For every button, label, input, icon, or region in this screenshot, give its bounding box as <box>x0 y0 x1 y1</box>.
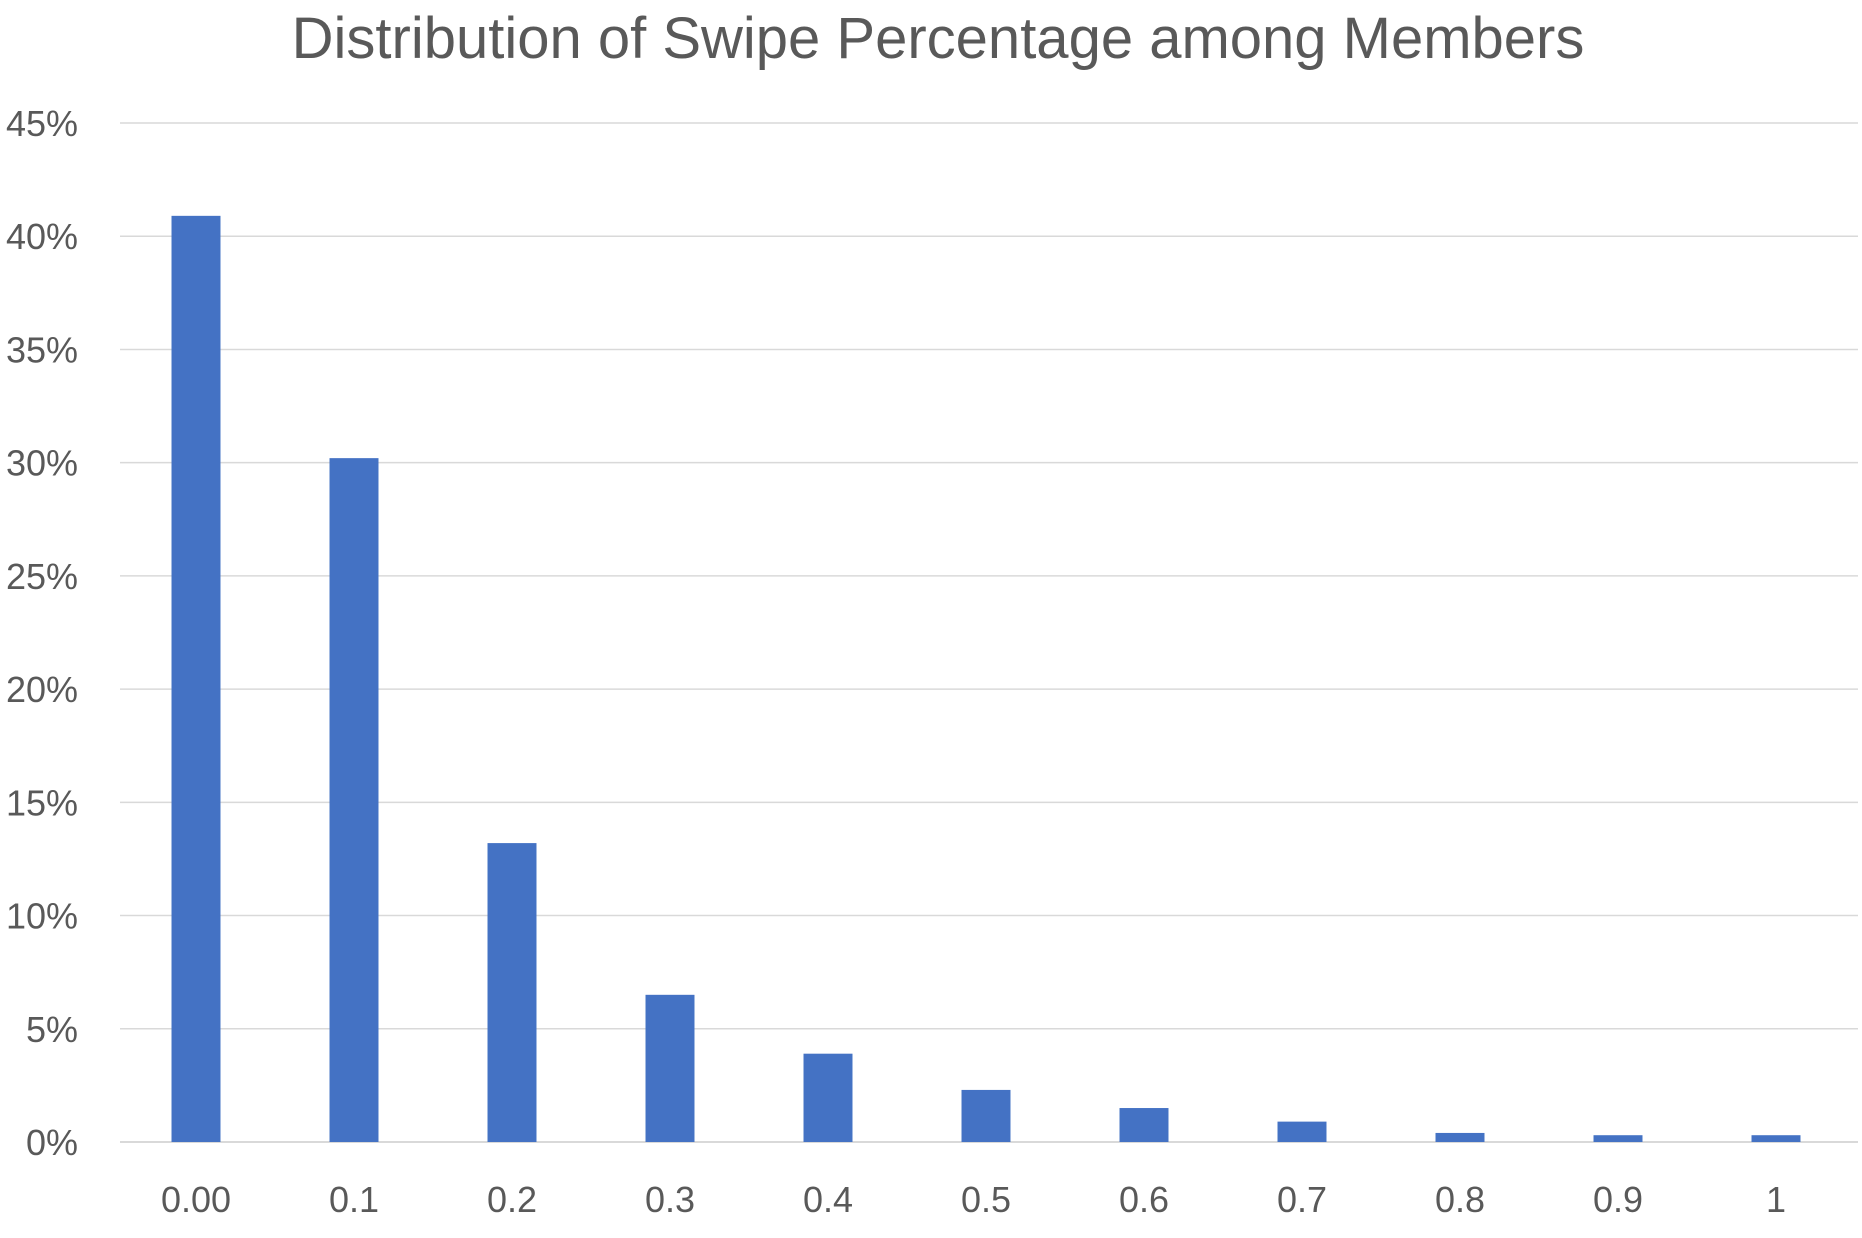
x-axis: 0.00 0.1 0.2 0.3 0.4 0.5 0.6 0.7 0.8 0.9 1 <box>161 1179 1786 1220</box>
x-tick-label: 0.00 <box>161 1179 231 1220</box>
x-tick-label: 0.5 <box>961 1179 1011 1220</box>
y-tick-label: 15% <box>6 782 78 823</box>
bars <box>171 215 1801 1142</box>
bar <box>1751 1135 1801 1142</box>
bar <box>645 994 695 1142</box>
y-tick-label: 20% <box>6 669 78 710</box>
x-tick-label: 0.8 <box>1435 1179 1485 1220</box>
x-tick-label: 0.4 <box>803 1179 853 1220</box>
gridlines <box>120 122 1858 1143</box>
y-tick-label: 25% <box>6 556 78 597</box>
x-tick-label: 0.1 <box>329 1179 379 1220</box>
y-tick-label: 40% <box>6 216 78 257</box>
x-tick-label: 0.2 <box>487 1179 537 1220</box>
x-tick-label: 0.9 <box>1593 1179 1643 1220</box>
y-tick-label: 10% <box>6 896 78 937</box>
bar <box>961 1089 1011 1142</box>
bar <box>171 215 221 1142</box>
bar <box>329 458 379 1142</box>
chart-title: Distribution of Swipe Percentage among M… <box>292 6 1585 71</box>
bar <box>1593 1135 1643 1142</box>
x-tick-label: 0.6 <box>1119 1179 1169 1220</box>
x-tick-label: 0.7 <box>1277 1179 1327 1220</box>
bar <box>803 1053 853 1142</box>
y-tick-label: 5% <box>26 1009 78 1050</box>
y-tick-label: 35% <box>6 329 78 370</box>
y-tick-label: 0% <box>26 1122 78 1163</box>
y-tick-label: 45% <box>6 103 78 144</box>
x-tick-label: 0.3 <box>645 1179 695 1220</box>
bar <box>1277 1121 1327 1142</box>
bar <box>1119 1108 1169 1142</box>
x-tick-label: 1 <box>1766 1179 1786 1220</box>
y-tick-label: 30% <box>6 443 78 484</box>
bar <box>487 843 537 1142</box>
y-axis: 0% 5% 10% 15% 20% 25% 30% 35% 40% 45% <box>6 103 78 1163</box>
bar <box>1435 1132 1485 1142</box>
